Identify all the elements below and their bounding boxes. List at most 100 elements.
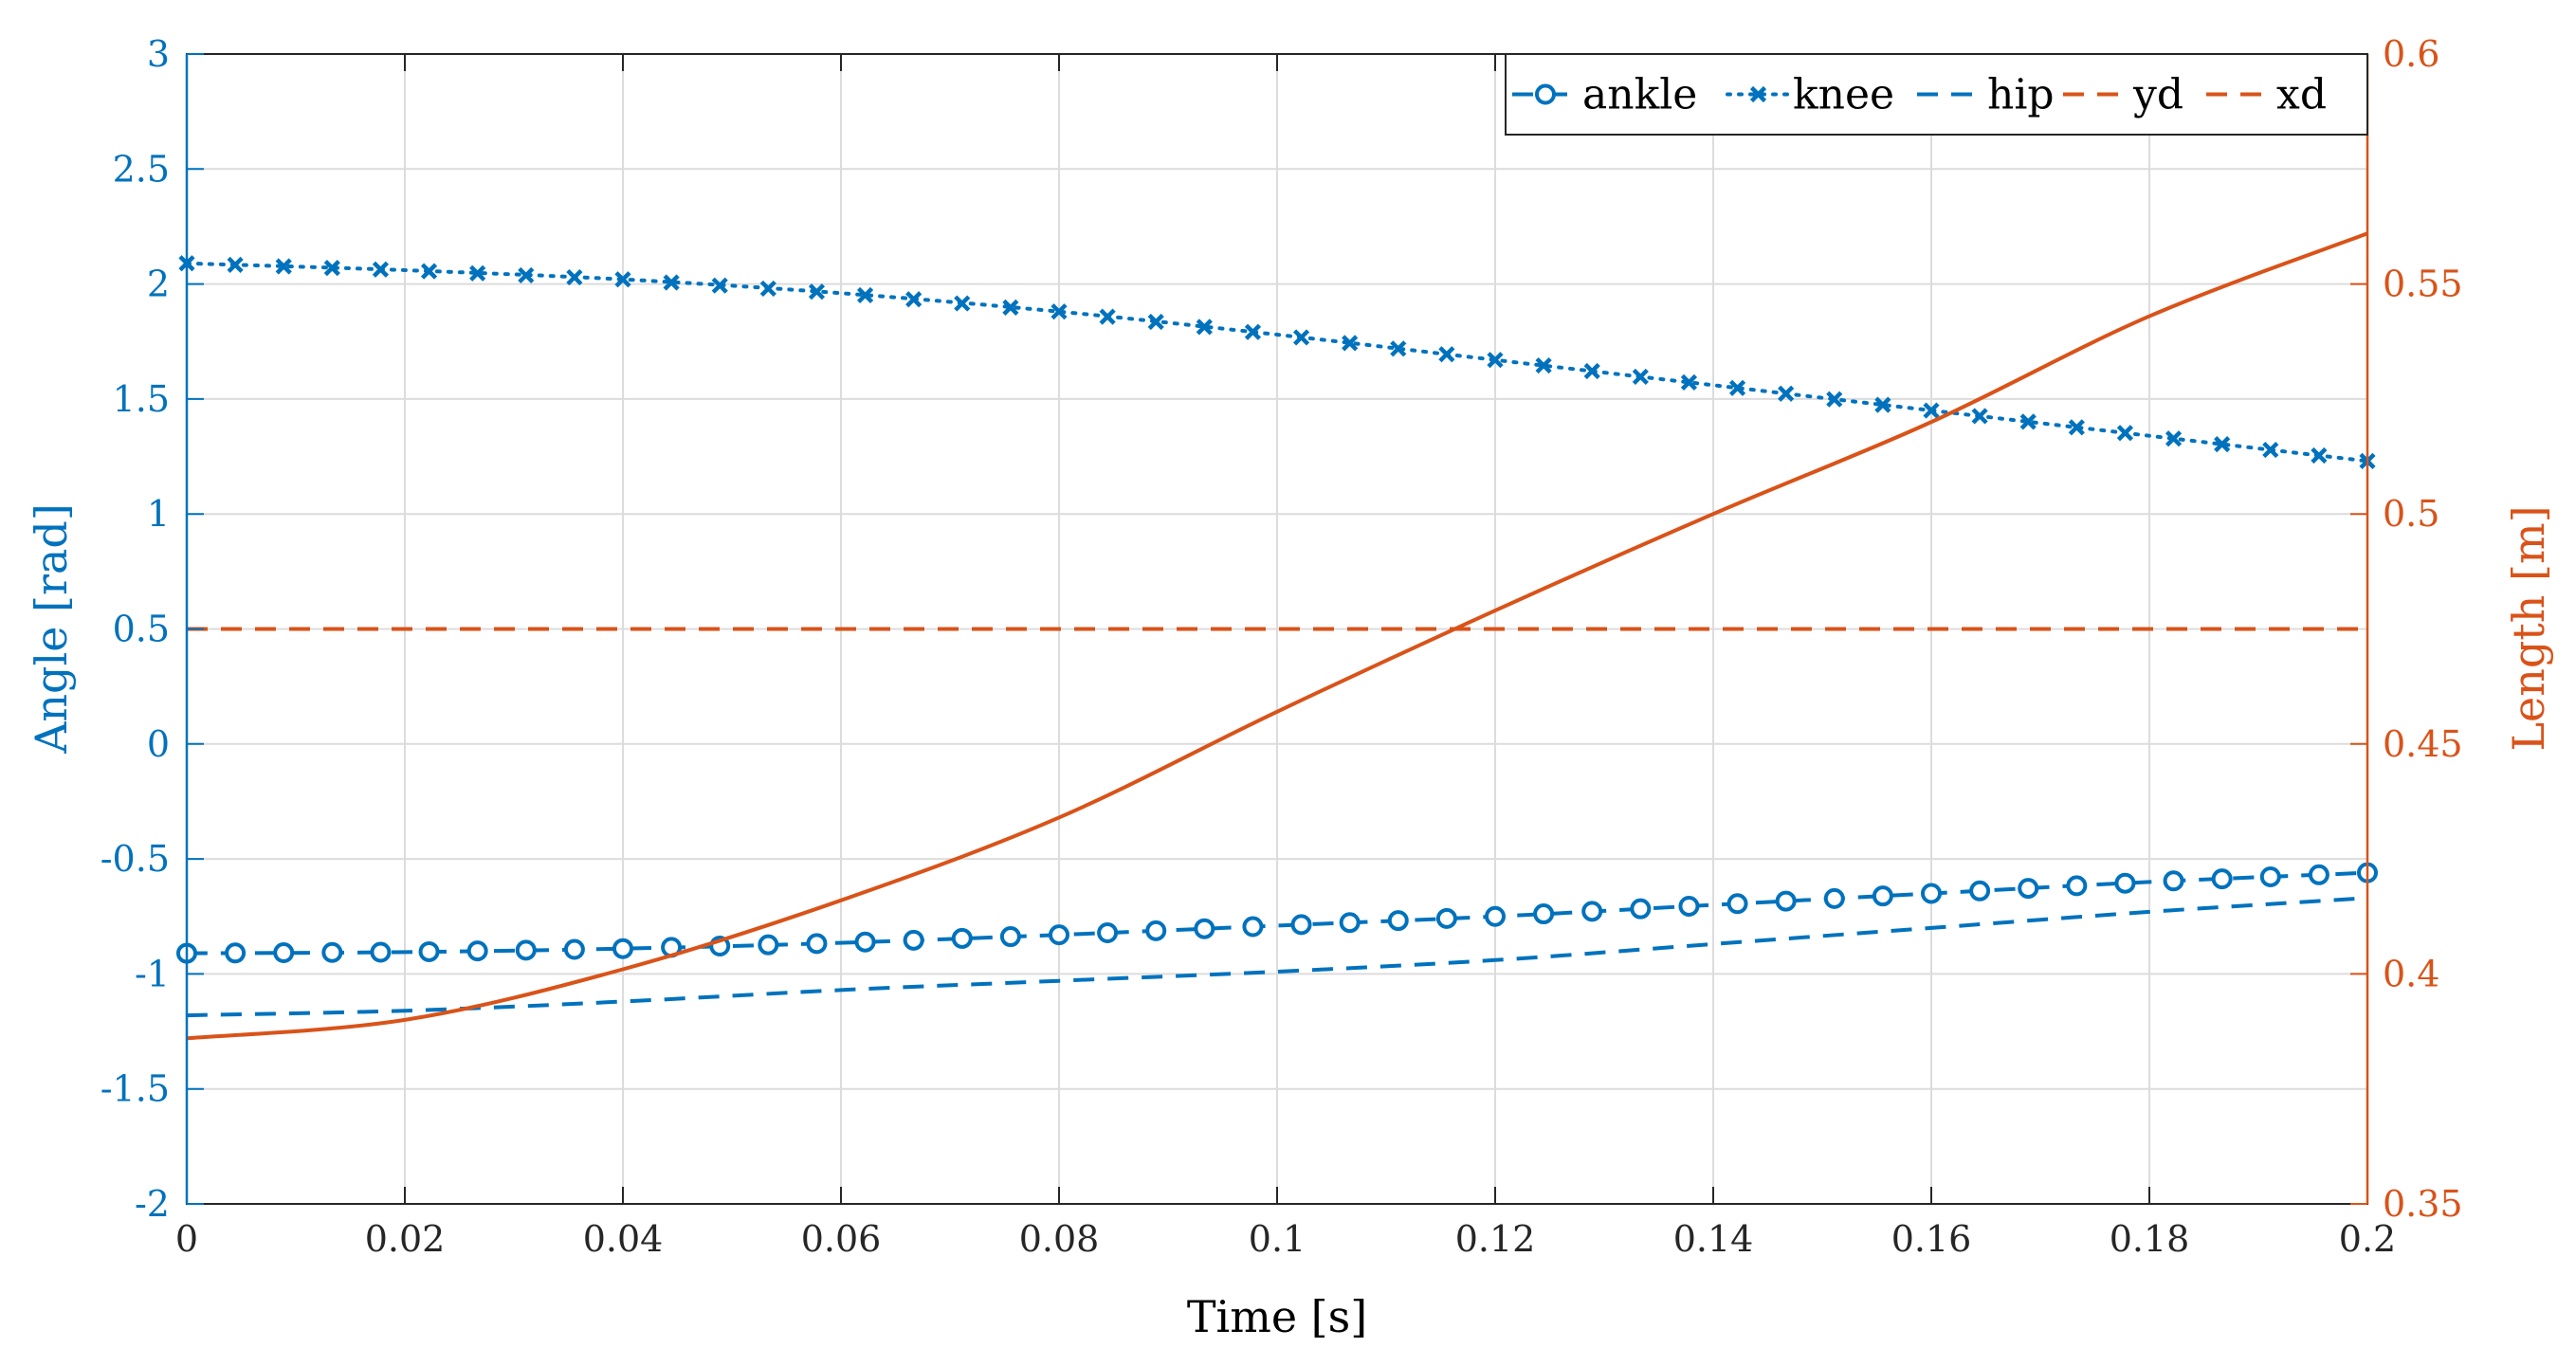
series-yd <box>186 231 2368 1041</box>
marker-knee <box>1050 303 1068 320</box>
marker-ankle <box>1097 922 1119 944</box>
marker-knee <box>1147 313 1164 331</box>
x-tick-label: 0.14 <box>1673 1218 1754 1260</box>
marker-ankle <box>225 942 247 964</box>
marker-ankle <box>563 938 585 960</box>
marker-ankle <box>903 929 924 951</box>
marker-ankle <box>999 926 1021 948</box>
axes: 0 0.02 0.04 0.06 0.08 0.1 0.12 0.14 0.16 0.18 0.2 3… <box>100 33 2463 1260</box>
marker-ankle <box>2018 878 2039 900</box>
marker-ankle <box>2114 872 2136 894</box>
marker-ankle <box>2163 870 2184 892</box>
x-tick-label: 0 <box>175 1218 198 1260</box>
x-tick-label: 0.08 <box>1019 1218 1100 1260</box>
marker-ankle <box>1485 905 1506 927</box>
y-left-tick-label: -1 <box>135 953 170 994</box>
marker-ankle <box>1872 885 1893 907</box>
series-line-hip <box>186 896 2368 1018</box>
marker-ankle <box>466 940 488 962</box>
y-left-tick-label: 2 <box>147 264 170 305</box>
legend: ankle knee hip yd xd <box>1505 53 2368 136</box>
marker-ankle <box>806 933 828 955</box>
marker-ankle <box>1194 918 1215 939</box>
legend-marker-ankle <box>1535 83 1556 105</box>
marker-ankle <box>1435 907 1457 929</box>
marker-ankle <box>370 941 392 963</box>
marker-knee <box>2116 425 2134 442</box>
marker-ankle <box>2211 868 2233 890</box>
series-line-knee <box>185 261 2369 464</box>
y-right-tick-label: 0.5 <box>2383 493 2439 535</box>
marker-ankle <box>1242 916 1264 938</box>
legend-marker-knee <box>1749 85 1767 103</box>
marker-knee <box>420 263 438 280</box>
y-left-tick-label: -0.5 <box>100 838 170 880</box>
marker-ankle <box>1678 895 1700 917</box>
marker-knee <box>2311 446 2328 464</box>
series-ankle <box>176 862 2378 964</box>
marker-knee <box>323 260 340 277</box>
marker-knee <box>1583 362 1600 380</box>
marker-knee <box>1438 346 1455 363</box>
x-tick-label: 0.1 <box>1249 1218 1306 1260</box>
marker-knee <box>1874 396 1891 413</box>
series-line-yd <box>186 231 2368 1041</box>
marker-knee <box>1632 368 1649 386</box>
y-axis-left-title: Angle [rad] <box>26 503 77 755</box>
y-left-tick-label: 1 <box>147 493 170 535</box>
marker-ankle <box>2308 864 2329 885</box>
marker-knee <box>1680 373 1698 391</box>
marker-knee <box>469 264 486 282</box>
marker-knee <box>1728 379 1746 396</box>
marker-ankle <box>1969 880 1991 902</box>
marker-ankle <box>854 931 876 953</box>
legend-item-knee: knee <box>1726 71 1894 119</box>
x-tick-label: 0.06 <box>801 1218 882 1260</box>
y-left-tick-label: 2.5 <box>113 148 170 190</box>
y-right-tick-label: 0.55 <box>2383 264 2463 305</box>
y-right-tick-label: 0.6 <box>2383 33 2439 75</box>
legend-item-hip: hip <box>1917 71 2055 119</box>
marker-ankle <box>1049 924 1069 946</box>
marker-knee <box>1923 402 1940 419</box>
marker-knee <box>856 286 874 304</box>
marker-ankle <box>1387 910 1409 932</box>
series-knee <box>178 255 2376 469</box>
marker-knee <box>1099 308 1116 325</box>
series-layer <box>176 231 2378 1041</box>
marker-knee <box>1390 340 1407 357</box>
marker-knee <box>1778 385 1795 402</box>
marker-knee <box>1244 323 1262 340</box>
marker-ankle <box>951 927 973 949</box>
marker-knee <box>711 277 728 294</box>
legend-label-ankle: ankle <box>1582 71 1697 119</box>
marker-ankle <box>1533 903 1555 925</box>
x-axis-title: Time [s] <box>1187 1291 1367 1342</box>
marker-ankle <box>1823 887 1845 909</box>
marker-knee <box>2068 419 2085 436</box>
series-hip <box>186 896 2368 1018</box>
marker-knee <box>1487 352 1504 369</box>
y-right-tick-label: 0.35 <box>2383 1183 2463 1225</box>
marker-knee <box>954 295 971 312</box>
marker-ankle <box>418 940 440 962</box>
marker-ankle <box>1581 901 1603 922</box>
series-line-ankle <box>186 870 2368 956</box>
marker-knee <box>759 280 776 298</box>
y-left-tick-label: -2 <box>135 1183 170 1225</box>
marker-ankle <box>273 942 295 964</box>
marker-ankle <box>1921 883 1942 904</box>
y-right-tick-label: 0.4 <box>2383 953 2439 994</box>
marker-knee <box>614 271 631 288</box>
x-tick-label: 0.12 <box>1455 1218 1536 1260</box>
marker-ankle <box>1290 914 1312 936</box>
marker-knee <box>663 274 680 291</box>
marker-knee <box>1971 408 1988 425</box>
marker-knee <box>808 283 826 301</box>
marker-knee <box>1002 299 1019 316</box>
marker-ankle <box>612 938 633 959</box>
x-tick-label: 0.2 <box>2339 1218 2396 1260</box>
marker-ankle <box>1145 920 1167 941</box>
marker-knee <box>2262 441 2279 459</box>
